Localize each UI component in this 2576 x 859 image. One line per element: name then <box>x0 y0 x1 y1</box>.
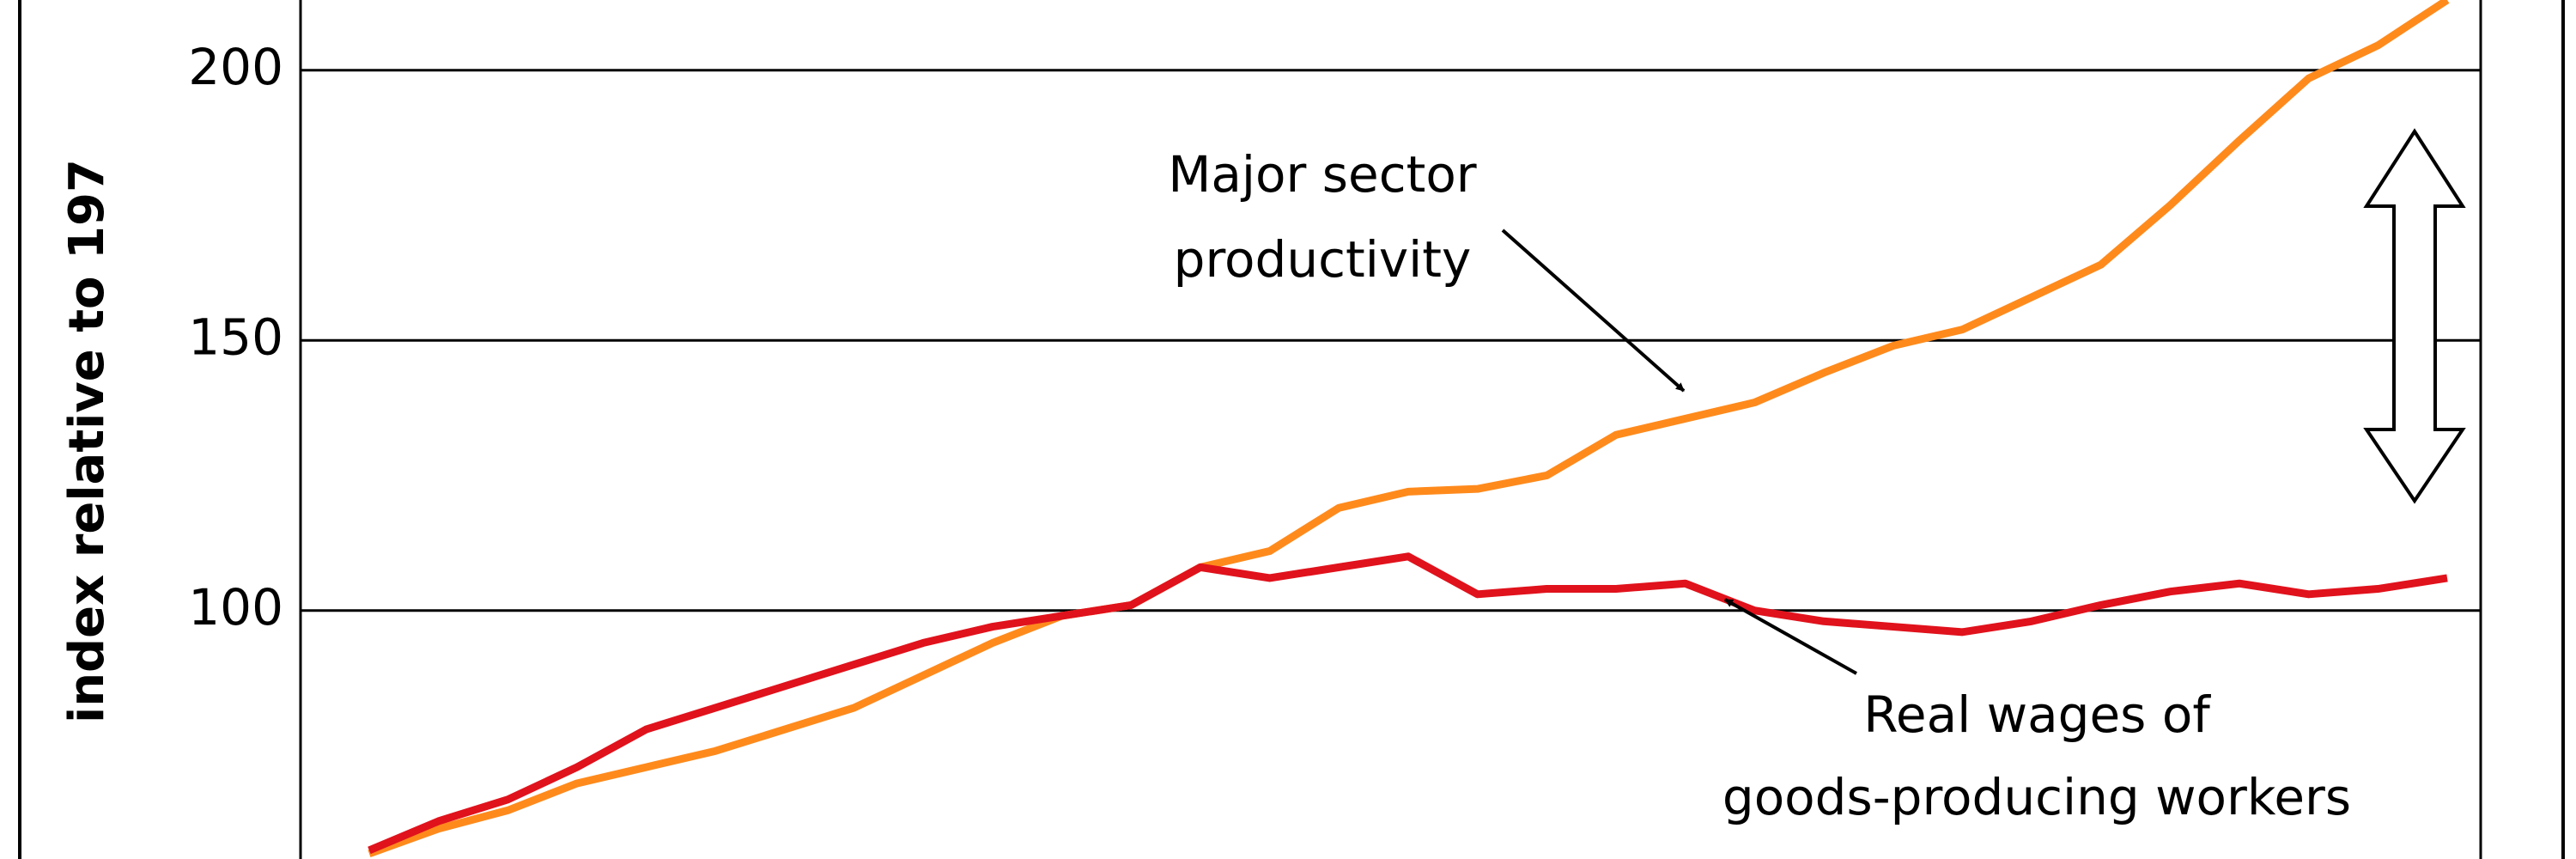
annotation: productivity <box>1174 230 1472 289</box>
y-tick-label: 100 <box>188 578 283 637</box>
annotation-arrow <box>1724 598 1857 675</box>
y-tick-label: 150 <box>188 308 283 366</box>
y-axis-label: index relative to 197 <box>59 159 115 723</box>
gap-arrow <box>2363 128 2466 504</box>
annotation: Major sector <box>1168 145 1476 204</box>
annotation: Real wages of <box>1863 685 2211 744</box>
y-tick-label: 200 <box>188 38 283 96</box>
series-line <box>368 552 2448 855</box>
annotation-arrow <box>1501 228 1686 393</box>
annotation: goods-producing workers <box>1722 768 2351 826</box>
series-line <box>368 0 2450 857</box>
